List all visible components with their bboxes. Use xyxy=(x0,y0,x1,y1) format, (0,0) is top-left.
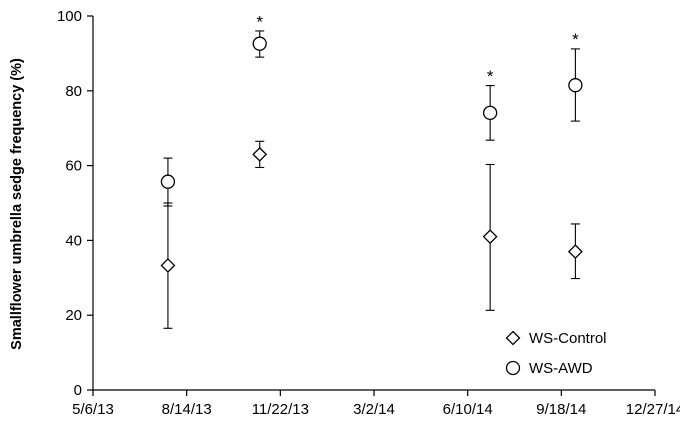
data-point-circle xyxy=(482,105,498,121)
x-tick-label: 3/2/14 xyxy=(353,401,395,418)
series-ws-awd xyxy=(163,30,580,207)
y-ticks: 0 20 40 60 80 100 xyxy=(57,8,93,399)
x-tick-label: 9/18/14 xyxy=(536,401,586,418)
data-point-circle xyxy=(252,36,267,51)
series-layer xyxy=(160,30,583,329)
markers-ws-awd xyxy=(160,36,583,189)
data-point-diamond xyxy=(160,258,176,273)
x-tick-label: 11/22/13 xyxy=(252,401,309,418)
y-tick-label: 40 xyxy=(65,232,82,249)
y-tick-label: 20 xyxy=(65,307,82,324)
legend-marker-circle xyxy=(505,360,521,376)
significance-asterisk: * xyxy=(487,67,494,86)
x-tick-label: 6/10/14 xyxy=(443,401,493,418)
series-ws-control xyxy=(163,140,580,329)
x-tick-label: 8/14/13 xyxy=(162,401,212,418)
y-tick-label: 60 xyxy=(65,158,82,175)
data-point-circle xyxy=(160,174,176,189)
legend: WS-Control WS-AWD xyxy=(505,330,607,377)
annotation-layer: * * * xyxy=(256,13,579,86)
legend-label: WS-AWD xyxy=(529,360,593,377)
data-point-diamond xyxy=(567,244,583,260)
data-point-diamond xyxy=(252,146,268,162)
data-point-diamond xyxy=(482,229,498,245)
y-tick-label: 100 xyxy=(57,8,82,25)
x-tick-label: 12/27/14 xyxy=(626,401,680,418)
y-axis-label: Smallflower umbrella sedge frequency (%) xyxy=(9,58,25,350)
legend-label: WS-Control xyxy=(529,330,607,347)
legend-marker-diamond xyxy=(505,330,521,346)
significance-asterisk: * xyxy=(572,30,579,49)
x-ticks: 5/6/13 8/14/13 11/22/13 3/2/14 6/10/14 9/18/1… xyxy=(72,390,680,418)
x-tick-label: 5/6/13 xyxy=(72,401,114,418)
significance-asterisk: * xyxy=(256,13,263,32)
y-tick-label: 0 xyxy=(74,382,82,399)
y-tick-label: 80 xyxy=(65,83,82,100)
markers-ws-control xyxy=(160,146,583,273)
data-point-circle xyxy=(568,78,583,93)
